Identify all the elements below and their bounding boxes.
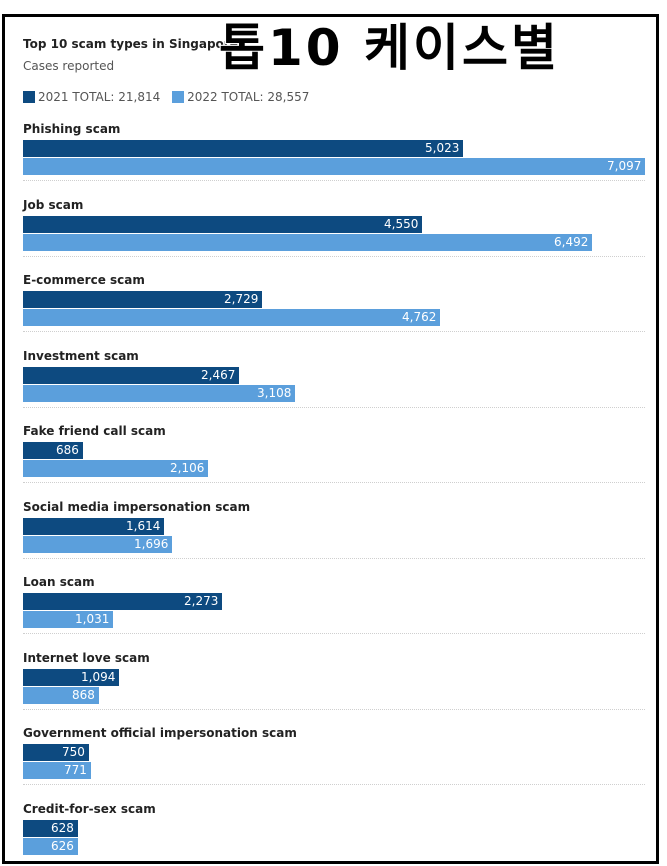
chart-subtitle: Cases reported (23, 59, 115, 73)
bar-2022 (23, 611, 113, 628)
bar-2022 (23, 460, 208, 477)
row-divider (23, 406, 645, 408)
bar-value-label: 2,106 (170, 461, 205, 475)
legend-item-2022: 2022 TOTAL: 28,557 (172, 90, 309, 104)
bar-2021 (23, 215, 422, 233)
bar-value-label: 3,108 (257, 385, 292, 400)
bar-2021 (23, 140, 463, 157)
chart-title: Top 10 scam types in Singapore (23, 37, 238, 51)
bar-value-label: 868 (72, 687, 95, 702)
category-label: Government official impersonation scam (23, 726, 297, 740)
chart-legend: 2021 TOTAL: 21,814 2022 TOTAL: 28,557 (23, 90, 317, 106)
bar-value-label: 5,023 (425, 141, 460, 155)
bar-2021 (23, 668, 119, 686)
bar-2022 (23, 686, 99, 704)
bar-2022 (23, 158, 645, 175)
bar-2022 (23, 837, 78, 855)
category-label: Loan scam (23, 575, 95, 589)
row-divider (23, 557, 645, 559)
bar-2022 (23, 762, 91, 779)
bar-value-label: 1,094 (81, 669, 116, 684)
bar-2021 (23, 819, 78, 837)
category-label: Phishing scam (23, 122, 121, 136)
overlay-caption: 톱10 케이스별 (219, 19, 560, 77)
bar-value-label: 2,273 (184, 594, 219, 608)
row-divider (23, 482, 645, 483)
row-divider (23, 255, 645, 257)
bar-value-label: 7,097 (607, 159, 642, 173)
bar-2022 (23, 309, 440, 326)
legend-item-2021: 2021 TOTAL: 21,814 (23, 90, 160, 104)
row-divider (23, 180, 645, 181)
legend-label-2021: 2021 TOTAL: 21,814 (38, 90, 161, 104)
bar-value-label: 1,614 (126, 518, 161, 533)
bar-2022 (23, 535, 172, 553)
row-divider (23, 633, 645, 634)
bar-2021 (23, 517, 164, 535)
bar-2021 (23, 442, 83, 459)
legend-swatch-2022 (172, 91, 185, 103)
category-label: Social media impersonation scam (23, 499, 251, 514)
bar-value-label: 6,492 (554, 234, 589, 249)
legend-swatch-2021 (23, 91, 35, 103)
category-label: Internet love scam (23, 650, 150, 665)
row-divider (23, 784, 645, 785)
category-label: Credit-for-sex scam (23, 801, 156, 816)
bar-value-label: 2,729 (224, 292, 259, 306)
bar-2021 (23, 366, 239, 384)
bar-2021 (23, 291, 262, 308)
category-label: Investment scam (23, 348, 139, 363)
category-label: Job scam (23, 197, 84, 212)
bar-value-label: 750 (62, 745, 85, 759)
chart-bars-area: Phishing scam 5,023 7,097 Job scam 4,550 6,49… (5, 17, 656, 861)
category-label: E-commerce scam (23, 273, 145, 287)
bar-2021 (23, 744, 89, 761)
bar-2022 (23, 384, 295, 402)
bar-value-label: 4,762 (402, 310, 437, 324)
chart-frame: Top 10 scam types in Singapore Cases rep… (2, 14, 659, 864)
row-divider (23, 331, 645, 332)
bar-2021 (23, 593, 222, 610)
bar-value-label: 628 (51, 820, 74, 835)
row-divider (23, 708, 645, 710)
legend-label-2022: 2022 TOTAL: 28,557 (187, 90, 310, 104)
bar-value-label: 1,696 (134, 536, 169, 551)
bar-value-label: 686 (56, 443, 79, 457)
bar-value-label: 4,550 (384, 216, 419, 231)
category-label: Fake friend call scam (23, 424, 166, 438)
bar-value-label: 1,031 (75, 612, 110, 626)
bar-value-label: 626 (51, 838, 74, 853)
bar-2022 (23, 233, 592, 251)
bar-value-label: 2,467 (201, 367, 236, 382)
bar-value-label: 771 (64, 763, 87, 777)
